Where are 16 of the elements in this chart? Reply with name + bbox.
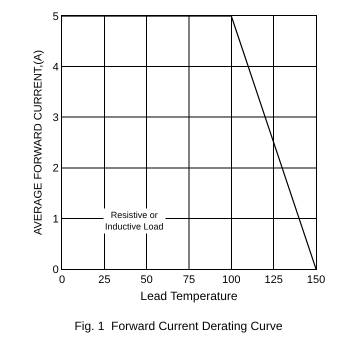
y-tick-label: 0 — [52, 264, 59, 276]
y-tick-label: 2 — [52, 162, 59, 175]
x-tick-label: 75 — [182, 274, 196, 286]
y-tick-label: 3 — [52, 112, 59, 124]
annotation: Resistive or Inductive Load — [105, 210, 164, 232]
y-tick-label: 1 — [52, 213, 59, 226]
text: Fig. 1 Forward Current Derating Curve — [74, 318, 283, 333]
y-axis-title: AVERAGE FORWARD CURRENT,(A) — [32, 50, 44, 235]
x-tick-label: 50 — [140, 274, 153, 286]
y-tick-label: 4 — [52, 61, 59, 74]
x-tick-label: 25 — [98, 274, 110, 286]
x-tick-label: 150 — [306, 274, 326, 286]
y-tick-label: 5 — [52, 10, 59, 23]
x-axis-title: Lead Temperature — [140, 289, 238, 304]
x-tick-label: 100 — [222, 274, 241, 286]
x-tick-label: 125 — [264, 274, 283, 286]
